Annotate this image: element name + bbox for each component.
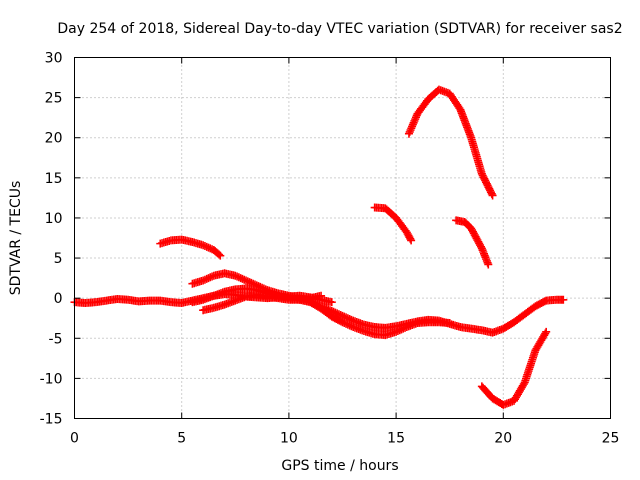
y-tick-label: 20 (45, 131, 63, 147)
y-tick-label: -5 (49, 331, 63, 347)
y-tick-label: 10 (45, 211, 63, 227)
x-tick-label: 25 (602, 431, 620, 447)
series-track-7 (404, 85, 497, 200)
data-marker (331, 308, 340, 317)
data-marker (334, 310, 343, 319)
data-marker (324, 305, 333, 314)
series-track-9 (477, 327, 551, 409)
data-marker (236, 274, 245, 283)
data-marker (202, 242, 211, 251)
y-tick-label: 30 (45, 51, 63, 67)
data-marker (343, 314, 352, 323)
data-marker (238, 274, 247, 283)
chart-title: Day 254 of 2018, Sidereal Day-to-day VTE… (57, 21, 622, 37)
data-point (242, 276, 251, 285)
series-track-2 (156, 235, 225, 260)
data-marker (345, 315, 354, 324)
series-track-8 (452, 216, 493, 269)
grid (74, 57, 611, 419)
data-marker (234, 273, 243, 282)
data-marker (322, 304, 331, 313)
data-point (199, 276, 208, 285)
data-layer (70, 85, 568, 409)
series-track-5 (188, 284, 568, 337)
data-marker (206, 273, 215, 282)
data-marker (243, 277, 252, 286)
data-marker (347, 315, 356, 324)
data-marker (240, 275, 249, 284)
data-point (559, 295, 568, 304)
data-point (542, 327, 551, 336)
data-marker (208, 272, 217, 281)
data-point (216, 251, 225, 260)
data-marker (320, 303, 329, 312)
data-point (338, 311, 347, 320)
x-axis-label: GPS time / hours (281, 458, 398, 474)
y-tick-label: -15 (40, 412, 63, 428)
data-marker (325, 306, 334, 315)
x-tick-label: 10 (280, 431, 298, 447)
data-point (317, 302, 326, 311)
data-point (231, 271, 240, 280)
data-point (199, 241, 208, 250)
x-tick-label: 20 (494, 431, 512, 447)
data-marker (202, 274, 211, 283)
data-marker (487, 189, 496, 198)
data-point (407, 236, 416, 245)
data-marker (200, 275, 209, 284)
y-tick-label: 25 (45, 91, 63, 107)
data-point (488, 191, 497, 200)
y-tick-label: 5 (54, 251, 63, 267)
data-point (317, 291, 326, 300)
data-point (327, 307, 336, 316)
y-tick-label: -10 (40, 371, 63, 387)
data-marker (336, 311, 345, 320)
axis-ticks: 0 5 10 15 20 25 -15 -10 -5 0 5 10 15 20 25 30 (40, 51, 620, 447)
data-marker (215, 250, 224, 259)
y-tick-label: 15 (45, 171, 63, 187)
data-point (484, 260, 493, 269)
data-marker (342, 313, 351, 322)
data-marker (204, 274, 213, 283)
data-marker (329, 307, 338, 316)
data-marker (245, 278, 254, 287)
data-marker (233, 272, 242, 281)
y-tick-label: 0 (54, 291, 63, 307)
data-marker (340, 312, 349, 321)
data-marker (519, 380, 528, 389)
y-axis-label: SDTVAR / TECUs (8, 181, 24, 296)
data-marker (406, 234, 415, 243)
data-marker (541, 329, 550, 338)
x-tick-label: 15 (387, 431, 405, 447)
data-marker (206, 244, 215, 253)
x-tick-label: 5 (177, 431, 186, 447)
data-marker (200, 242, 209, 251)
x-tick-label: 0 (70, 431, 79, 447)
data-marker (204, 243, 213, 252)
data-marker (333, 309, 342, 318)
series-track-6 (370, 203, 416, 245)
data-point (327, 298, 336, 307)
plot-frame (74, 57, 611, 419)
data-marker (318, 302, 327, 311)
